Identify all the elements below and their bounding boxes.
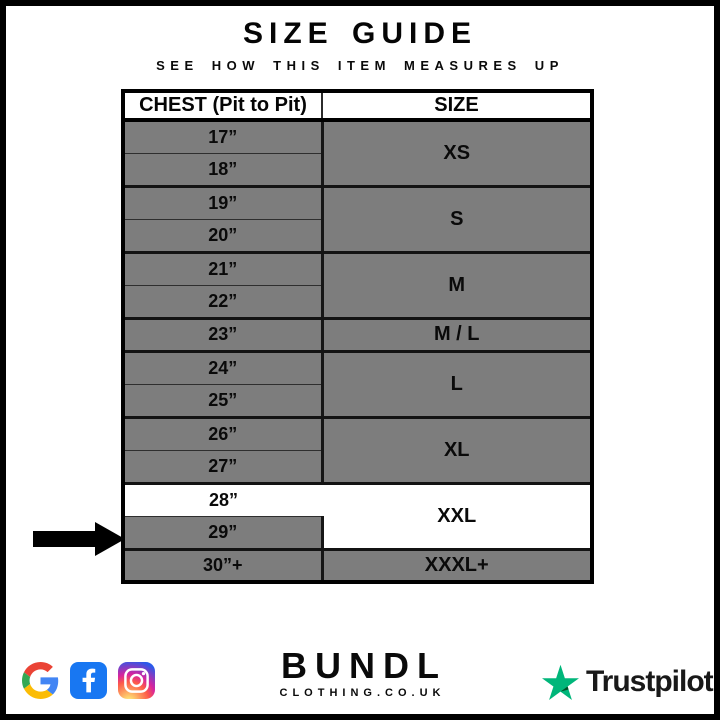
chest-cell: 18”	[123, 153, 324, 188]
chest-cell-highlighted: 28”	[123, 483, 322, 517]
table-row: 17” XS	[123, 120, 592, 188]
table-row: 27”	[123, 450, 592, 485]
table-row: 21” M	[123, 252, 592, 320]
table-row: 20”	[123, 219, 592, 254]
header-row: CHEST (Pit to Pit) SIZE	[123, 91, 592, 122]
chest-cell: 20”	[123, 219, 324, 254]
page-subtitle: SEE HOW THIS ITEM MEASURES UP	[156, 58, 564, 73]
size-cell-highlighted: XXL	[322, 483, 592, 551]
size-cell: XL	[322, 417, 592, 485]
social-logos	[22, 662, 155, 699]
trustpilot-label: Trustpilot	[586, 665, 714, 698]
size-cell: XS	[322, 120, 592, 188]
chest-cell: 26”	[123, 417, 324, 451]
table-row: 18”	[123, 153, 592, 188]
chest-cell: 24”	[123, 351, 324, 385]
table-row: 23” M / L	[123, 318, 592, 353]
page-title: SIZE GUIDE	[242, 17, 478, 50]
chest-cell: 30”+	[123, 549, 324, 582]
google-icon	[22, 662, 59, 699]
chest-cell: 29”	[123, 516, 324, 551]
chest-cell: 22”	[123, 285, 324, 320]
table-row: 22”	[123, 285, 592, 320]
table-row: 30”+ XXXL+	[123, 549, 592, 582]
size-cell: M / L	[322, 318, 592, 353]
size-cell: S	[322, 186, 592, 254]
size-cell: L	[322, 351, 592, 419]
size-cell: XXXL+	[322, 549, 592, 582]
chest-cell: 27”	[123, 450, 324, 485]
size-table-wrap: CHEST (Pit to Pit) SIZE 17” XS 18” 19” S…	[121, 89, 594, 584]
chest-cell: 17”	[123, 120, 324, 154]
table-row: 25”	[123, 384, 592, 419]
column-header-chest: CHEST (Pit to Pit)	[123, 91, 323, 122]
table-row: 29”	[123, 516, 592, 551]
trustpilot-star-icon	[542, 664, 579, 700]
trustpilot-logo: Trustpilot	[542, 663, 714, 701]
highlight-arrow-icon	[33, 522, 125, 556]
brand-name: BUNDL	[281, 645, 447, 686]
chest-cell: 23”	[123, 318, 324, 353]
column-header-size: SIZE	[322, 91, 592, 122]
size-cell: M	[322, 252, 592, 320]
brand-logo: BUNDL CLOTHING.CO.UK	[280, 648, 441, 700]
instagram-icon	[118, 662, 155, 699]
table-row: 24” L	[123, 351, 592, 419]
chest-cell: 21”	[123, 252, 324, 286]
size-table: CHEST (Pit to Pit) SIZE 17” XS 18” 19” S…	[121, 89, 594, 584]
table-row-highlighted: 28” XXL	[123, 483, 592, 551]
table-row: 19” S	[123, 186, 592, 254]
chest-cell: 19”	[123, 186, 324, 220]
table-row: 26” XL	[123, 417, 592, 485]
chest-cell: 25”	[123, 384, 324, 419]
facebook-icon	[70, 662, 107, 699]
brand-domain: CLOTHING.CO.UK	[279, 687, 446, 699]
